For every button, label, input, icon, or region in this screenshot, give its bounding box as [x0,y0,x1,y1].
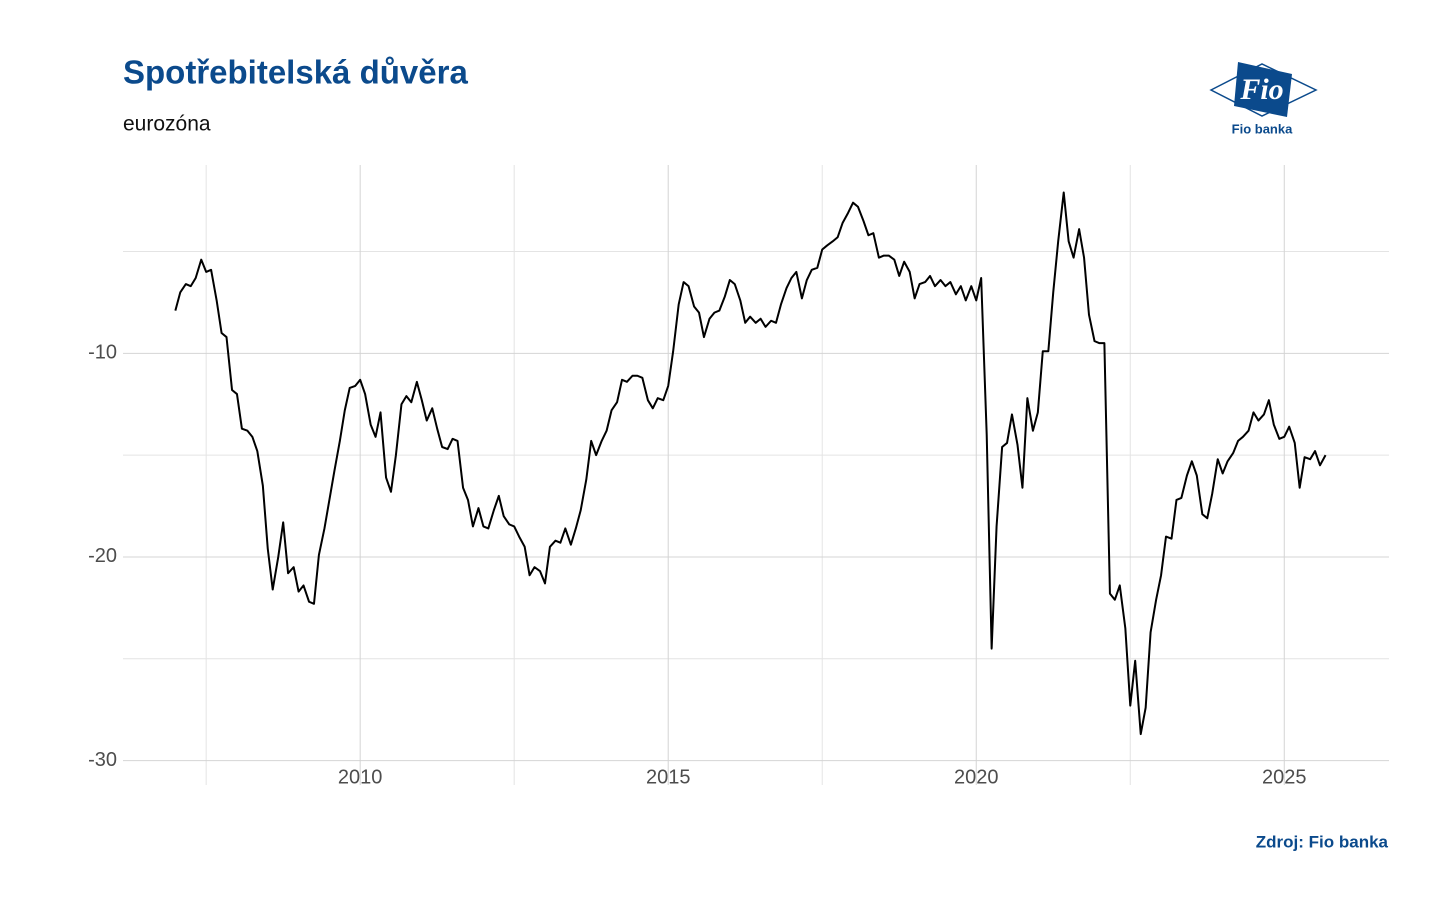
chart-title: Spotřebitelská důvěra [123,54,468,91]
source-note: Zdroj: Fio banka [1256,832,1389,851]
x-tick-label: 2015 [646,766,691,788]
logo-mark: Fio [1239,73,1283,106]
grid [123,165,1389,785]
logo: Fio Fio banka [1209,62,1318,136]
x-tick-label: 2020 [954,766,999,788]
y-tick-label: -20 [88,545,117,567]
x-tick-label: 2010 [338,766,383,788]
x-tick-label: 2025 [1262,766,1307,788]
logo-flag [1234,62,1292,117]
y-tick-label: -10 [88,342,117,364]
data-line [174,191,1327,736]
y-tick-label: -30 [88,749,117,771]
logo-caption: Fio banka [1232,121,1293,136]
chart-subtitle: eurozóna [123,113,211,136]
